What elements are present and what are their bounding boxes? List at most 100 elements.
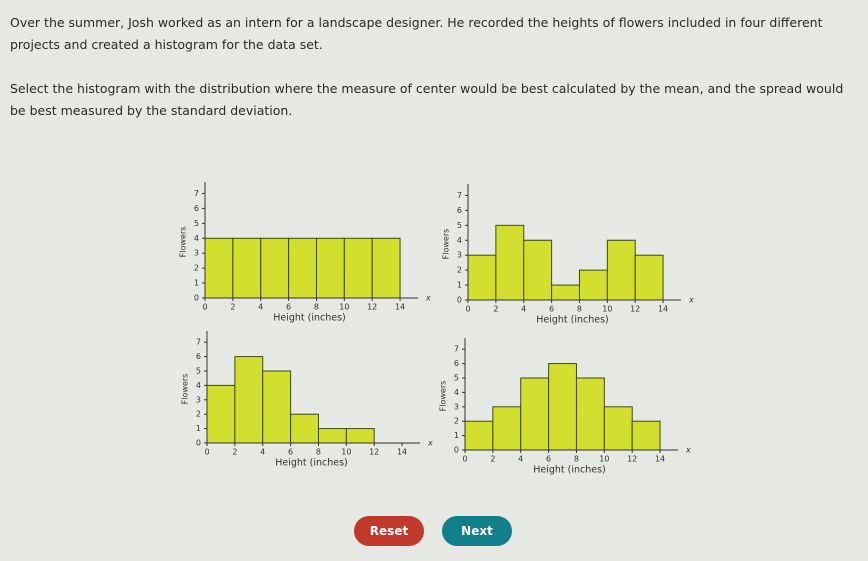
y-tick-label: 5 xyxy=(196,367,201,376)
bar xyxy=(345,428,375,444)
x-tick-label: 12 xyxy=(369,448,379,457)
y-tick-label: 0 xyxy=(196,439,201,448)
axis-symbol: x xyxy=(688,296,694,305)
x-tick-label: 10 xyxy=(339,303,349,312)
x-tick-label: 12 xyxy=(627,455,637,464)
bar xyxy=(206,384,236,444)
x-tick-label: 6 xyxy=(288,448,293,457)
bar xyxy=(495,224,525,301)
y-tick-label: 4 xyxy=(454,388,459,397)
y-tick-label: 0 xyxy=(454,446,459,455)
x-axis-label: Height (inches) xyxy=(275,458,348,469)
x-tick-label: 2 xyxy=(493,305,498,314)
x-tick-label: 6 xyxy=(286,303,291,312)
bar xyxy=(204,237,234,299)
bar xyxy=(260,237,290,299)
axis-symbol: x xyxy=(427,439,433,448)
y-tick-label: 7 xyxy=(454,345,459,354)
x-tick-label: 10 xyxy=(599,455,609,464)
x-tick-label: 0 xyxy=(465,305,470,314)
x-tick-label: 14 xyxy=(397,448,407,457)
next-button[interactable]: Next xyxy=(442,516,512,546)
y-tick-label: 3 xyxy=(454,402,459,411)
reset-button[interactable]: Reset xyxy=(354,516,424,546)
bar xyxy=(315,237,345,299)
x-tick-label: 4 xyxy=(518,455,523,464)
question-intro: Over the summer, Josh worked as an inter… xyxy=(10,15,823,52)
x-tick-label: 2 xyxy=(230,303,235,312)
bar xyxy=(262,370,292,444)
y-tick-label: 2 xyxy=(457,266,462,275)
x-tick-label: 12 xyxy=(367,303,377,312)
y-axis-label: Flowers xyxy=(181,374,190,405)
x-tick-label: 8 xyxy=(314,303,319,312)
x-tick-label: 10 xyxy=(341,448,351,457)
bar xyxy=(288,237,317,299)
bar xyxy=(234,356,264,444)
y-tick-label: 5 xyxy=(454,374,459,383)
x-tick-label: 8 xyxy=(574,455,579,464)
y-tick-label: 6 xyxy=(454,359,459,368)
y-tick-label: 5 xyxy=(457,221,462,230)
x-tick-label: 6 xyxy=(546,455,551,464)
bar xyxy=(603,406,633,451)
bar xyxy=(467,254,497,301)
x-tick-label: 14 xyxy=(658,305,668,314)
axis-symbol: x xyxy=(425,294,431,303)
y-tick-label: 1 xyxy=(194,279,199,288)
y-tick-label: 3 xyxy=(457,251,462,260)
y-tick-label: 4 xyxy=(196,381,201,390)
y-tick-label: 1 xyxy=(454,431,459,440)
x-tick-label: 6 xyxy=(549,305,554,314)
bar xyxy=(631,420,661,451)
y-tick-label: 3 xyxy=(194,249,199,258)
x-tick-label: 14 xyxy=(395,303,405,312)
x-axis-label: Height (inches) xyxy=(536,315,609,326)
x-tick-label: 2 xyxy=(490,455,495,464)
bar xyxy=(575,377,605,451)
axis-symbol: x xyxy=(685,446,691,455)
y-tick-label: 4 xyxy=(457,236,462,245)
x-tick-label: 2 xyxy=(232,448,237,457)
x-tick-label: 4 xyxy=(258,303,263,312)
y-tick-label: 2 xyxy=(454,417,459,426)
y-tick-label: 0 xyxy=(194,294,199,303)
y-tick-label: 5 xyxy=(194,219,199,228)
bar xyxy=(317,428,347,444)
bar xyxy=(634,254,664,301)
y-tick-label: 7 xyxy=(196,338,201,347)
y-axis-label: Flowers xyxy=(179,227,188,258)
bar xyxy=(464,420,494,451)
x-axis-label: Height (inches) xyxy=(273,313,346,324)
y-tick-label: 6 xyxy=(196,352,201,361)
bar xyxy=(492,406,522,451)
x-tick-label: 0 xyxy=(462,455,467,464)
x-tick-label: 10 xyxy=(602,305,612,314)
y-tick-label: 6 xyxy=(457,206,462,215)
y-tick-label: 3 xyxy=(196,395,201,404)
y-tick-label: 7 xyxy=(457,191,462,200)
x-axis-label: Height (inches) xyxy=(533,465,606,476)
bar xyxy=(523,239,553,301)
y-tick-label: 7 xyxy=(194,189,199,198)
bar xyxy=(371,237,401,299)
y-tick-label: 6 xyxy=(194,204,199,213)
bar xyxy=(551,284,580,301)
y-axis-label: Flowers xyxy=(442,229,451,260)
x-tick-label: 4 xyxy=(521,305,526,314)
bar xyxy=(232,237,262,299)
y-tick-label: 2 xyxy=(194,264,199,273)
y-tick-label: 1 xyxy=(457,281,462,290)
bar xyxy=(606,239,636,301)
y-tick-label: 1 xyxy=(196,424,201,433)
y-tick-label: 2 xyxy=(196,410,201,419)
bar xyxy=(578,269,608,301)
bar xyxy=(548,363,577,451)
x-tick-label: 12 xyxy=(630,305,640,314)
